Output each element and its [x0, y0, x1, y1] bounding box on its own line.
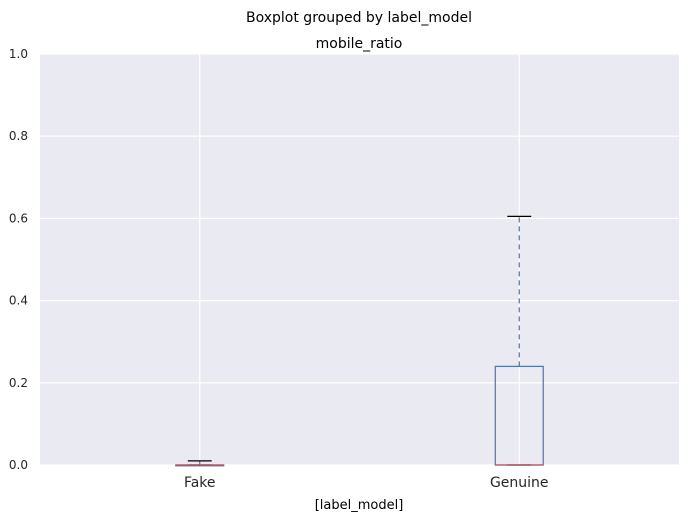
box-fake: [175, 460, 225, 467]
x-tick-label: Genuine: [490, 475, 549, 491]
y-axis-ticks: 0.0 0.2 0.4 0.6 0.8 1.0: [9, 47, 28, 472]
y-tick-label: 0.0: [9, 458, 28, 472]
boxes-layer: [175, 215, 544, 467]
y-tick-label: 0.2: [9, 376, 28, 390]
chart-title: mobile_ratio: [316, 36, 403, 52]
y-tick-label: 1.0: [9, 47, 28, 61]
box-genuine: [494, 215, 544, 466]
x-tick-label: Fake: [184, 475, 216, 491]
x-axis-ticks: Fake Genuine: [184, 475, 549, 491]
y-tick-label: 0.4: [9, 294, 28, 308]
x-axis-label: [label_model]: [315, 498, 404, 513]
plot-area: [40, 54, 679, 465]
y-tick-label: 0.6: [9, 211, 28, 225]
chart-suptitle: Boxplot grouped by label_model: [246, 10, 472, 26]
grid-lines: [40, 53, 679, 466]
y-tick-label: 0.8: [9, 129, 28, 143]
